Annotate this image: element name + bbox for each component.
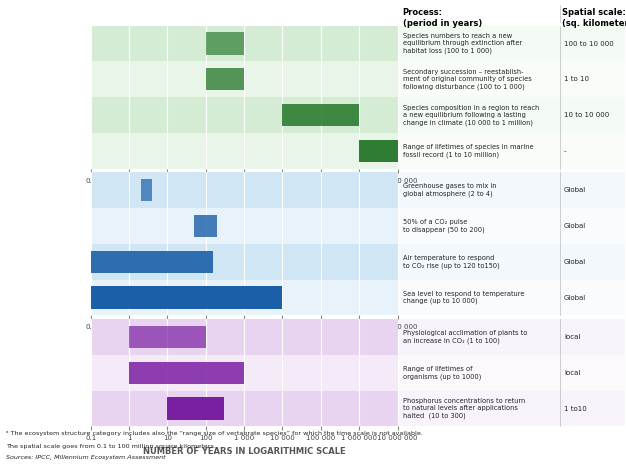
Bar: [91, 287, 282, 308]
Text: Secondary succession – reestablish-
ment of original community of species
follow: Secondary succession – reestablish- ment…: [403, 69, 531, 90]
Bar: [206, 68, 244, 90]
Bar: [91, 26, 398, 62]
Bar: [91, 391, 398, 426]
Text: Range of lifetimes of species in marine
fossil record (1 to 10 million): Range of lifetimes of species in marine …: [403, 144, 533, 158]
Text: 50% of a CO₂ pulse
to disappear (50 to 200): 50% of a CO₂ pulse to disappear (50 to 2…: [403, 219, 485, 233]
Text: Sea level to respond to temperature
change (up to 10 000): Sea level to respond to temperature chan…: [403, 291, 524, 304]
Text: 1 to 10: 1 to 10: [564, 76, 589, 82]
Bar: [91, 97, 398, 133]
Bar: [91, 62, 398, 97]
Text: Global: Global: [564, 295, 587, 301]
Bar: [129, 326, 206, 348]
X-axis label: NUMBER OF YEARS IN LOGARITHMIC SCALE: NUMBER OF YEARS IN LOGARITHMIC SCALE: [143, 447, 346, 456]
Bar: [206, 33, 244, 55]
Text: Species composition in a region to reach
a new equilibrium following a lasting
c: Species composition in a region to reach…: [403, 104, 539, 125]
Bar: [91, 133, 398, 169]
Text: Phosphorus concentrations to return
to natural levels after applications
halted : Phosphorus concentrations to return to n…: [403, 398, 525, 419]
Text: Species numbers to reach a new
equilibrium through extinction after
habitat loss: Species numbers to reach a new equilibri…: [403, 33, 521, 54]
Text: 10 to 10 000: 10 to 10 000: [564, 112, 609, 118]
Text: Air temperature to respond
to CO₂ rise (up to 120 to150): Air temperature to respond to CO₂ rise (…: [403, 255, 500, 268]
Bar: [91, 208, 398, 244]
Bar: [91, 244, 398, 280]
Text: ᵃ The ecosystem structure category includes also the “range size of vertabrate s: ᵃ The ecosystem structure category inclu…: [6, 431, 423, 436]
Bar: [91, 355, 398, 391]
Bar: [359, 140, 398, 162]
Bar: [282, 104, 359, 126]
Text: The spatial scale goes from 0.1 to 100 million square kilometers.: The spatial scale goes from 0.1 to 100 m…: [6, 444, 216, 449]
Bar: [168, 397, 224, 419]
Bar: [91, 280, 398, 315]
Bar: [194, 215, 217, 237]
Bar: [91, 319, 398, 355]
Text: Spatial scale:
(sq. kilometer): Spatial scale: (sq. kilometer): [562, 7, 626, 28]
Text: Physiological acclimation of plants to
an increase in CO₂ (1 to 100): Physiological acclimation of plants to a…: [403, 330, 527, 344]
Text: Process:
(period in years): Process: (period in years): [403, 7, 482, 28]
Text: local: local: [564, 370, 580, 376]
Text: local: local: [564, 334, 580, 340]
Text: -: -: [564, 148, 567, 154]
Bar: [129, 362, 244, 384]
Text: Range of lifetimes of
organisms (up to 1000): Range of lifetimes of organisms (up to 1…: [403, 366, 481, 380]
Text: Global: Global: [564, 187, 587, 193]
Bar: [141, 179, 152, 201]
Text: Global: Global: [564, 259, 587, 265]
Text: Sources: IPCC, Millennium Ecosystem Assessment: Sources: IPCC, Millennium Ecosystem Asse…: [6, 455, 166, 460]
Bar: [91, 251, 213, 273]
Text: 1 to10: 1 to10: [564, 405, 587, 411]
Text: 100 to 10 000: 100 to 10 000: [564, 41, 613, 47]
Bar: [91, 172, 398, 208]
Text: Global: Global: [564, 223, 587, 229]
Text: Greenhouse gases to mix in
global atmosphere (2 to 4): Greenhouse gases to mix in global atmosp…: [403, 184, 496, 197]
